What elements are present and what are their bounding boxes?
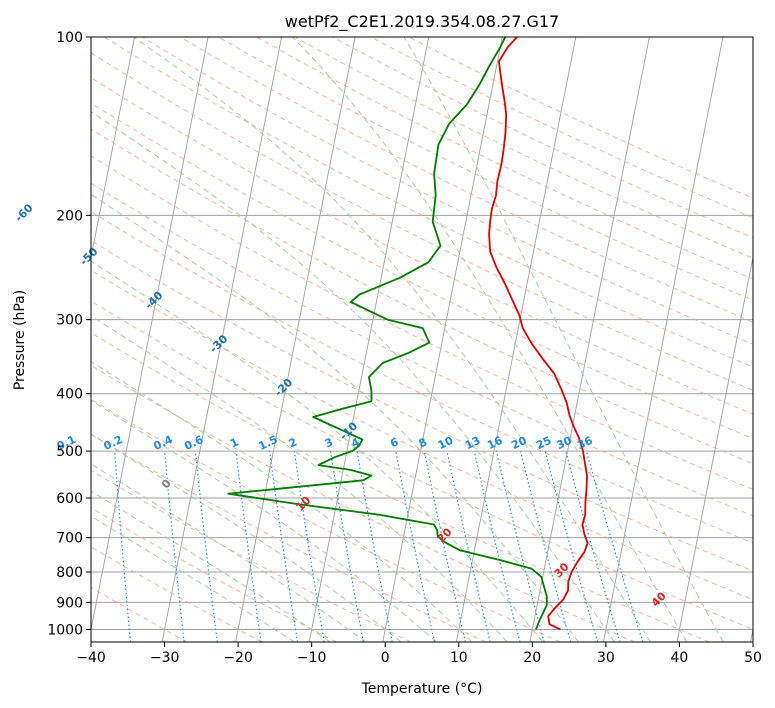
- y-tick-label: 100: [56, 30, 83, 46]
- isotherm-line: [602, 37, 724, 642]
- x-tick-label: −20: [223, 650, 253, 666]
- mixing-ratio-line: [446, 450, 491, 642]
- mixing-ratio-line: [114, 451, 132, 642]
- dry-adiabat-line: [91, 586, 188, 642]
- dry-adiabat-line: [91, 239, 753, 572]
- y-tick-label: 800: [56, 565, 83, 581]
- temperature-trace: [488, 37, 589, 631]
- x-tick-label: 10: [450, 650, 468, 666]
- mixing-ratio-line: [585, 450, 644, 642]
- dry-adiabat-line: [91, 300, 753, 630]
- y-tick-label: 500: [56, 444, 83, 460]
- dry-adiabat-line: [91, 364, 635, 642]
- moist-adiabat-line: [91, 111, 615, 642]
- x-tick-label: 20: [523, 650, 541, 666]
- mixing-ratio-line: [495, 450, 545, 642]
- x-tick-label: −10: [297, 650, 327, 666]
- y-axis-title: Pressure (hPa): [12, 290, 28, 390]
- moist-adiabat-line: [91, 360, 473, 642]
- isotherm-line: [676, 254, 753, 642]
- axis-ticks: −40 −30 −20 −10 0 10 20 30 40 50 100 200 300 400 500 60…: [47, 30, 762, 666]
- y-tick-label: 200: [56, 208, 83, 224]
- mixing-ratio-line: [293, 451, 325, 642]
- y-tick-label: 1000: [47, 622, 83, 638]
- x-axis-title: Temperature (°C): [361, 681, 483, 697]
- x-tick-label: 30: [597, 650, 615, 666]
- isotherm-line: [235, 37, 356, 642]
- isotherm-line: [91, 37, 135, 260]
- y-tick-label: 600: [56, 491, 83, 507]
- dry-adiabat-line: [91, 332, 710, 642]
- mixing-ratio-line: [423, 450, 467, 642]
- mixing-ratio-line: [544, 450, 599, 642]
- x-tick-label: 50: [744, 650, 762, 666]
- mixing-ratio-label: 36: [575, 434, 595, 452]
- isotherm-line: [529, 37, 650, 642]
- dry-adiabat-line: [91, 155, 753, 491]
- dry-adiabat-line: [91, 77, 753, 415]
- moist-adiabat-line: [91, 260, 544, 642]
- moist-adiabat-line: [91, 399, 437, 642]
- plot-frame: [90, 36, 754, 643]
- isotherm-line: [161, 37, 283, 642]
- chart-title: wetPf2_C2E1.2019.354.08.27.G17: [285, 12, 559, 32]
- mixing-ratio-label: 13: [463, 434, 482, 452]
- dry-adiabat-line: [91, 398, 561, 642]
- dry-adiabat-line: [91, 182, 753, 517]
- moist-adiabat-line: [91, 433, 402, 642]
- y-tick-label: 700: [56, 531, 83, 547]
- isotherm-line: [455, 37, 577, 642]
- dry-adiabat-line: [91, 128, 753, 465]
- mixing-ratio-label: 30: [555, 434, 575, 452]
- mixing-ratio-line: [565, 450, 621, 642]
- mixing-ratio-line: [395, 450, 435, 642]
- moist-adiabat-line: [91, 463, 367, 642]
- mixing-ratio-line: [520, 450, 572, 642]
- y-tick-label: 300: [56, 313, 83, 329]
- isotherm-line: [382, 37, 503, 642]
- moist-adiabat-line: [133, 37, 651, 642]
- dry-adiabat-line: [180, 37, 753, 323]
- mixing-ratio-label: 25: [534, 434, 553, 452]
- mixing-ratio-line: [473, 450, 521, 642]
- dry-adiabat-line: [91, 469, 412, 642]
- mixing-ratio-label: 20: [509, 434, 529, 452]
- x-tick-label: 40: [670, 650, 688, 666]
- y-tick-label: 400: [56, 387, 83, 403]
- y-tick-label: 900: [56, 595, 83, 611]
- x-tick-label: −30: [150, 650, 180, 666]
- mixing-ratio-label: 10: [436, 434, 456, 452]
- dry-adiabat-line: [91, 507, 337, 642]
- dewpoint-trace: [227, 37, 548, 630]
- x-tick-label: −40: [76, 650, 106, 666]
- isotherm-line: [91, 37, 209, 632]
- dry-adiabat-line: [103, 37, 753, 368]
- x-tick-label: 0: [381, 650, 390, 666]
- sounding-traces: [227, 37, 589, 631]
- mixing-ratio-line: [235, 451, 262, 642]
- moist-adiabat-line: [403, 37, 724, 642]
- mixing-ratio-label: 16: [485, 434, 505, 452]
- mixing-ratio-line: [164, 451, 185, 642]
- dry-adiabat-line: [91, 210, 753, 544]
- mixing-ratio-line: [269, 451, 298, 642]
- mixing-ratio-line: [194, 451, 218, 642]
